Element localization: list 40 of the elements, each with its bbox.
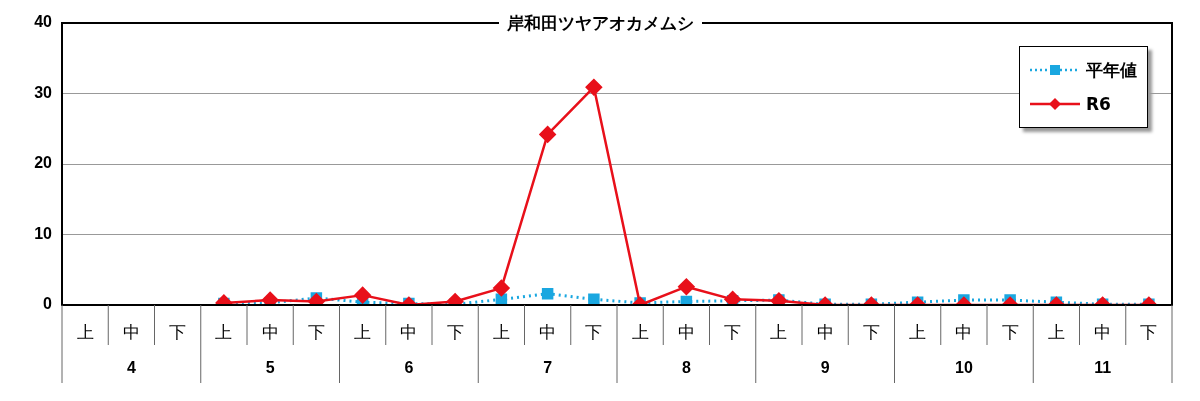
text: 9 xyxy=(820,359,830,377)
x-tick-label: 下 xyxy=(585,321,603,342)
x-tick-label: 上 xyxy=(631,321,649,342)
chart-title: 岸和田ツヤアオカメムシ xyxy=(498,13,702,33)
x-tick-label: 下 xyxy=(862,321,880,342)
x-tick-label: 下 xyxy=(169,321,187,342)
x-tick-label: 上 xyxy=(1047,321,1065,342)
legend-label: 平年値 xyxy=(1086,58,1137,82)
x-tick-label: 中 xyxy=(400,321,418,342)
x-tick-label: 下 xyxy=(724,321,742,342)
text: 11 xyxy=(1094,359,1112,377)
x-tick-label: 中 xyxy=(816,321,834,342)
text: 6 xyxy=(404,359,414,377)
x-tick-label: 下 xyxy=(1001,321,1019,342)
x-tick-label: 上 xyxy=(76,321,94,342)
y-tick-label: 10 xyxy=(34,224,53,242)
y-tick-label: 30 xyxy=(34,83,53,101)
x-tick-label: 下 xyxy=(1140,321,1158,342)
x-tick-label: 上 xyxy=(354,321,372,342)
text: 4 xyxy=(126,359,136,377)
text: 10 xyxy=(954,359,973,377)
x-tick-label: 中 xyxy=(122,321,140,342)
x-tick-label: 中 xyxy=(677,321,695,342)
legend-label: R6 xyxy=(1086,94,1111,114)
x-tick-label: 中 xyxy=(955,321,973,342)
x-tick-label: 上 xyxy=(215,321,233,342)
x-tick-label: 上 xyxy=(492,321,510,342)
x-tick-label: 下 xyxy=(446,321,464,342)
x-tick-label: 中 xyxy=(539,321,557,342)
text: 5 xyxy=(265,359,275,377)
x-tick-label: 上 xyxy=(770,321,788,342)
y-tick-label: 0 xyxy=(43,295,53,313)
x-tick-label: 中 xyxy=(1094,321,1112,342)
x-tick-label: 中 xyxy=(261,321,279,342)
text: 8 xyxy=(681,359,691,377)
x-tick-label: 上 xyxy=(909,321,927,342)
text: 7 xyxy=(543,359,553,377)
y-tick-label: 20 xyxy=(34,154,53,172)
x-tick-label: 下 xyxy=(307,321,325,342)
y-tick-label: 40 xyxy=(34,13,53,31)
